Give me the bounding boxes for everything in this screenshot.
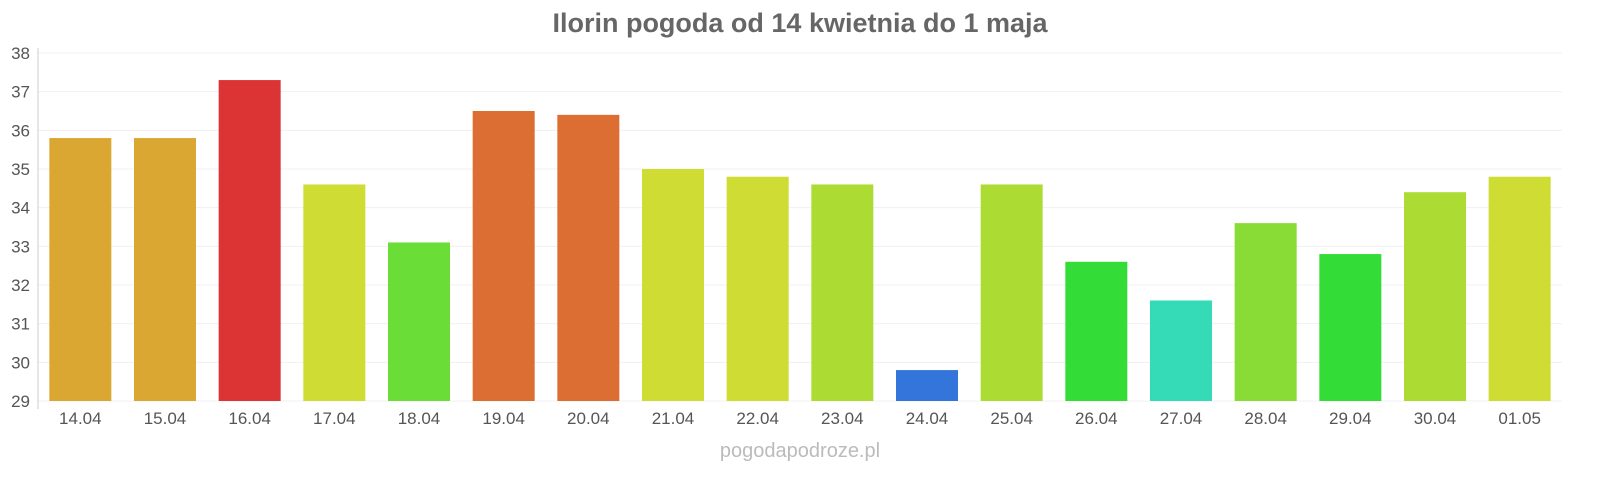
y-tick-label: 31 xyxy=(11,315,30,334)
bar-16.04 xyxy=(218,80,281,402)
chart-title: Ilorin pogoda od 14 kwietnia do 1 maja xyxy=(552,8,1048,38)
bar-30.04 xyxy=(1404,192,1466,401)
y-tick-label: 33 xyxy=(11,237,30,256)
bar-18.04 xyxy=(388,242,450,401)
bar-27.04 xyxy=(1150,300,1212,401)
y-tick-label: 37 xyxy=(11,83,30,102)
x-tick-label: 26.04 xyxy=(1075,409,1118,428)
bar-24.04 xyxy=(896,370,958,401)
x-tick-label: 22.04 xyxy=(736,409,779,428)
bar-21.04 xyxy=(642,169,704,401)
bar-28.04 xyxy=(1234,223,1297,401)
bar-29.04 xyxy=(1319,254,1382,401)
y-tick-label: 38 xyxy=(11,44,30,63)
y-tick-label: 34 xyxy=(11,199,30,218)
bar-01.05 xyxy=(1488,176,1551,401)
y-tick-label: 32 xyxy=(11,276,30,295)
y-tick-label: 29 xyxy=(11,392,30,411)
x-tick-label: 16.04 xyxy=(228,409,271,428)
bar-22.04 xyxy=(726,176,789,401)
x-tick-label: 24.04 xyxy=(906,409,949,428)
bar-23.04 xyxy=(811,184,874,401)
bar-26.04 xyxy=(1065,261,1128,401)
x-tick-label: 18.04 xyxy=(398,409,441,428)
x-tick-label: 21.04 xyxy=(652,409,695,428)
bar-20.04 xyxy=(557,114,620,401)
y-tick-label: 30 xyxy=(11,353,30,372)
y-tick-label: 35 xyxy=(11,160,30,179)
x-tick-label: 15.04 xyxy=(144,409,187,428)
x-tick-label: 28.04 xyxy=(1244,409,1287,428)
y-tick-label: 36 xyxy=(11,121,30,140)
x-tick-label: 30.04 xyxy=(1414,409,1457,428)
x-tick-label: 17.04 xyxy=(313,409,356,428)
bar-15.04 xyxy=(134,138,196,402)
bar-25.04 xyxy=(980,184,1043,401)
x-tick-label: 29.04 xyxy=(1329,409,1372,428)
x-tick-label: 25.04 xyxy=(990,409,1033,428)
x-tick-label: 19.04 xyxy=(482,409,525,428)
bar-17.04 xyxy=(303,184,366,401)
x-tick-label: 20.04 xyxy=(567,409,610,428)
x-tick-label: 01.05 xyxy=(1498,409,1541,428)
x-tick-label: 23.04 xyxy=(821,409,864,428)
bar-14.04 xyxy=(49,138,112,402)
x-tick-label: 27.04 xyxy=(1160,409,1203,428)
x-tick-label: 14.04 xyxy=(59,409,102,428)
site-watermark: pogodapodroze.pl xyxy=(719,440,881,462)
bar-19.04 xyxy=(472,111,535,401)
